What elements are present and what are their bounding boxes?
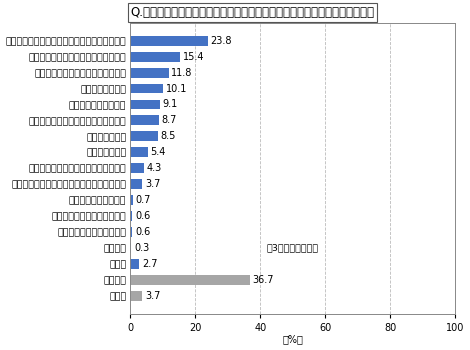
Text: 3.7: 3.7	[145, 179, 160, 189]
Bar	[131, 68, 169, 78]
Text: 8.5: 8.5	[161, 131, 176, 141]
Text: ：3月時点の有職者: ：3月時点の有職者	[267, 244, 319, 252]
Bar	[131, 179, 142, 189]
Text: 0.6: 0.6	[135, 227, 150, 237]
Text: 15.4: 15.4	[183, 52, 204, 62]
Text: 0.3: 0.3	[134, 243, 149, 253]
Text: Q.新型コロナウイルス感染拡大により、働き方や仕事に影響がでましたか？: Q.新型コロナウイルス感染拡大により、働き方や仕事に影響がでましたか？	[131, 6, 375, 19]
Bar	[131, 52, 180, 62]
Text: 23.8: 23.8	[211, 36, 232, 46]
Bar	[131, 259, 139, 269]
Text: 11.8: 11.8	[172, 68, 193, 78]
Bar	[131, 147, 148, 157]
Text: 2.7: 2.7	[142, 259, 157, 269]
Text: 0.6: 0.6	[135, 211, 150, 221]
Text: 36.7: 36.7	[252, 275, 274, 285]
Text: 5.4: 5.4	[150, 147, 166, 157]
Bar	[131, 291, 142, 301]
Text: 10.1: 10.1	[166, 84, 187, 93]
Text: 0.7: 0.7	[135, 195, 151, 205]
Text: 8.7: 8.7	[161, 116, 177, 125]
Bar	[131, 99, 160, 110]
Bar	[131, 275, 250, 285]
Bar	[131, 36, 208, 46]
Bar	[131, 116, 159, 125]
Bar	[131, 163, 144, 173]
Bar	[131, 211, 133, 221]
Bar	[131, 132, 158, 141]
Text: 4.3: 4.3	[147, 163, 162, 173]
Text: 9.1: 9.1	[163, 99, 178, 110]
X-axis label: （%）: （%）	[282, 335, 303, 344]
Bar	[131, 243, 132, 253]
Bar	[131, 195, 133, 205]
Text: 3.7: 3.7	[145, 291, 160, 301]
Bar	[131, 84, 163, 93]
Bar	[131, 227, 133, 237]
